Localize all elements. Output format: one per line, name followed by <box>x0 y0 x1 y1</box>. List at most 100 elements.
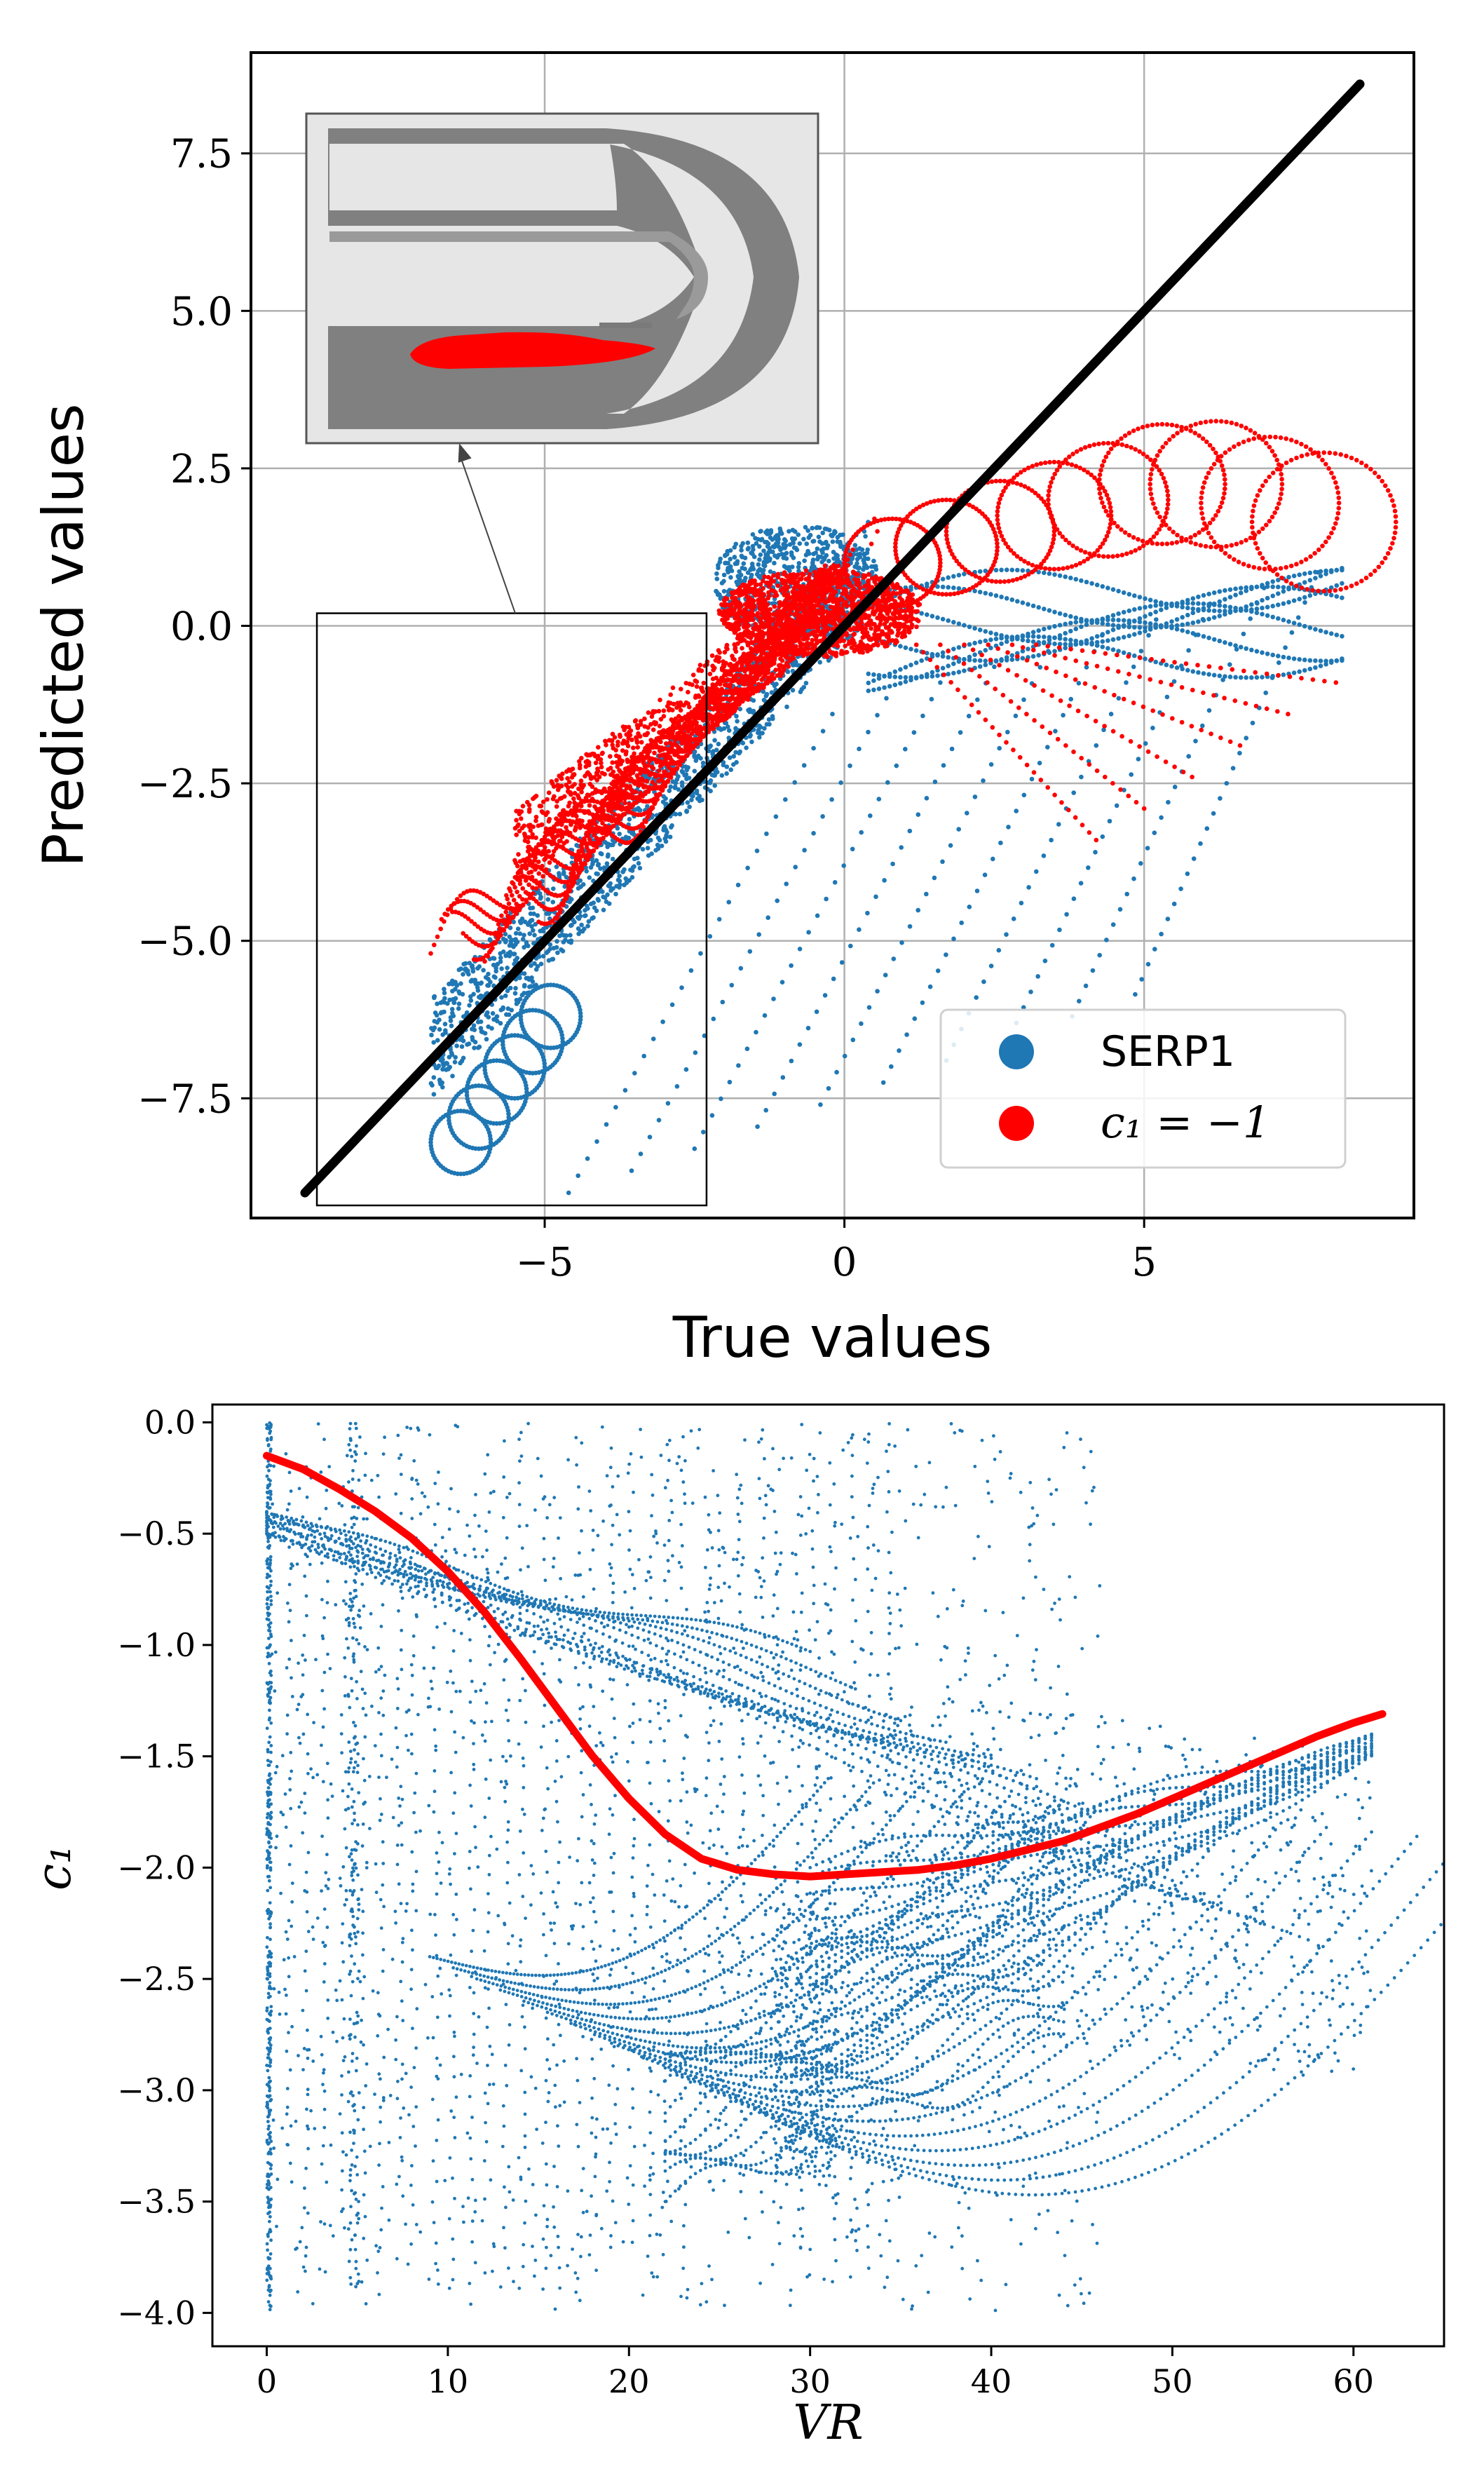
serp1-point <box>550 900 556 905</box>
serp1-point <box>720 999 726 1005</box>
serp1-point <box>927 984 933 989</box>
serp1-point <box>1148 621 1153 626</box>
serp1-point <box>517 996 523 1002</box>
serp1-point <box>758 552 763 557</box>
serp1-point <box>449 1052 455 1057</box>
serp1-point <box>578 914 583 919</box>
serp1-point <box>665 1101 671 1106</box>
serp1-point <box>683 1067 689 1072</box>
serp1-point <box>555 950 560 955</box>
serp1-point <box>1248 616 1253 621</box>
serp1-point <box>1126 618 1132 623</box>
serp1-point <box>1145 846 1150 851</box>
serp1-point <box>1190 620 1196 625</box>
serp1-point <box>574 843 579 848</box>
serp1-point <box>667 788 672 793</box>
serp1-point <box>899 940 904 945</box>
serp1-point <box>1100 617 1105 623</box>
serp1-point <box>876 686 882 691</box>
serp1-point <box>1286 600 1291 605</box>
serp1-point <box>729 982 735 988</box>
serp1-point <box>1105 617 1110 623</box>
serp1-point <box>708 788 713 794</box>
serp1-point <box>569 897 574 902</box>
serp1-point <box>919 658 924 663</box>
serp1-point <box>1291 621 1297 625</box>
serp1-point <box>1042 640 1047 645</box>
serp1-point <box>956 572 962 578</box>
serp1-point <box>498 1021 503 1026</box>
serp1-point <box>623 876 628 881</box>
serp1-point <box>780 980 785 985</box>
serp1-point <box>1334 632 1340 637</box>
serp1-point <box>889 1064 894 1069</box>
serp1-point <box>951 670 956 676</box>
serp1-point <box>1009 657 1015 662</box>
serp1-point <box>764 831 769 837</box>
c1-point <box>507 886 512 891</box>
serp1-point <box>935 673 940 678</box>
serp1-point <box>640 846 646 852</box>
serp1-point <box>1237 750 1242 756</box>
serp1-point <box>1005 729 1010 735</box>
serp1-point <box>1121 618 1126 623</box>
serp1-point <box>507 934 512 940</box>
serp1-point <box>461 1055 466 1061</box>
serp1-point <box>716 741 721 747</box>
serp1-point <box>505 966 510 970</box>
serp1-point <box>1015 634 1020 640</box>
c1-point <box>526 882 531 887</box>
serp1-point <box>891 956 897 961</box>
serp1-point <box>490 1010 496 1016</box>
serp1-point <box>513 942 518 947</box>
serp1-point <box>988 630 993 635</box>
serp1-point <box>1026 634 1030 639</box>
serp1-point <box>532 961 537 966</box>
serp1-point <box>796 564 801 569</box>
serp1-point <box>991 856 995 862</box>
serp1-point <box>1302 580 1307 585</box>
serp1-point <box>1211 615 1217 620</box>
serp1-point <box>1020 600 1026 605</box>
serp1-point <box>599 851 604 857</box>
serp1-point <box>1169 619 1174 624</box>
c1-point <box>435 934 440 940</box>
serp1-point <box>484 1036 489 1042</box>
serp1-point <box>1089 581 1094 586</box>
serp1-point <box>810 525 815 531</box>
serp1-point <box>1206 616 1211 622</box>
serp1-point <box>594 858 599 863</box>
serp1-point <box>1009 635 1015 640</box>
serp1-point <box>1124 891 1129 897</box>
serp1-point <box>946 672 951 677</box>
serp1-point <box>864 565 870 570</box>
serp1-point <box>726 900 731 905</box>
serp1-point <box>1313 658 1318 663</box>
serp1-point <box>1227 604 1233 610</box>
serp1-point <box>857 927 862 932</box>
serp1-point <box>1126 633 1132 639</box>
serp1-point <box>662 824 667 829</box>
serp1-point <box>983 568 988 574</box>
serp1-point <box>1206 608 1211 613</box>
serp1-point <box>1201 671 1206 676</box>
serp1-point <box>762 1013 768 1018</box>
c1-point <box>659 777 664 783</box>
serp1-point <box>538 928 543 933</box>
serp1-point <box>866 688 871 694</box>
serp1-point <box>1153 622 1158 627</box>
serp1-point <box>1153 599 1158 604</box>
c1-point <box>648 806 654 812</box>
serp1-point <box>1079 624 1084 630</box>
serp1-point <box>875 989 880 994</box>
serp1-point <box>1121 609 1126 615</box>
serp1-point <box>999 567 1004 573</box>
serp1-point <box>983 658 988 663</box>
serp1-point <box>815 546 820 551</box>
serp1-point <box>903 679 908 684</box>
serp1-point <box>608 842 614 848</box>
serp1-point <box>1150 725 1155 731</box>
serp1-point <box>1057 611 1063 616</box>
serp1-point <box>1042 570 1047 576</box>
serp1-point <box>1047 608 1052 613</box>
